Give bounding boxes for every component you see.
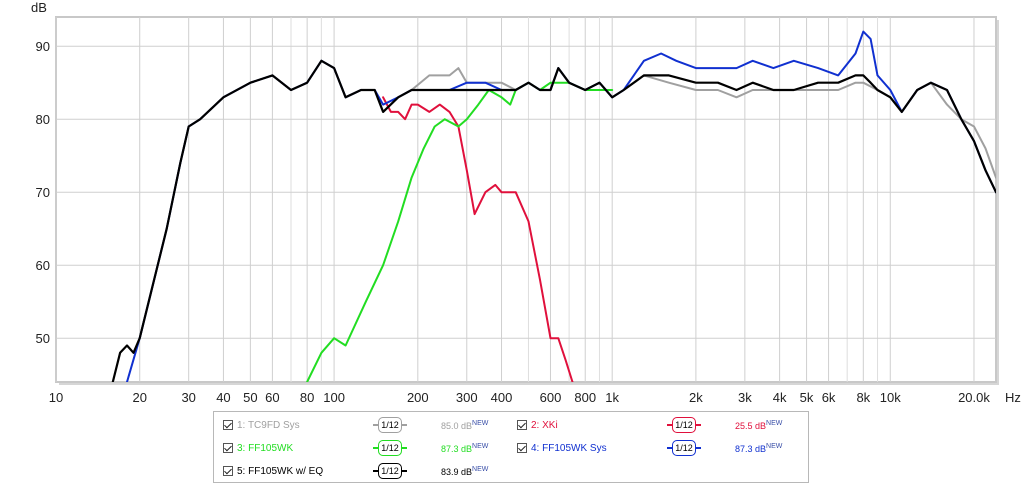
x-tick-label: 4k bbox=[773, 390, 787, 405]
legend-item-xki[interactable]: 2: XKi bbox=[517, 416, 558, 434]
x-tick-label: 1k bbox=[605, 390, 619, 405]
smoothing-label: 1/12 bbox=[378, 417, 402, 433]
x-tick-label: 60 bbox=[265, 390, 279, 405]
x-tick-label: 40 bbox=[216, 390, 230, 405]
x-tick-label: 200 bbox=[407, 390, 429, 405]
x-tick-label: 5k bbox=[800, 390, 814, 405]
x-tick-label: 50 bbox=[243, 390, 257, 405]
y-tick-label: 70 bbox=[36, 185, 50, 200]
smoothing-label: 1/12 bbox=[672, 440, 696, 456]
smoothing-bar bbox=[373, 424, 379, 426]
x-tick-label: 3k bbox=[738, 390, 752, 405]
smoothing-bar bbox=[667, 447, 673, 449]
x-tick-label: 30 bbox=[181, 390, 195, 405]
new-tag: NEW bbox=[472, 420, 489, 427]
level-value: 83.9 dB bbox=[441, 467, 473, 477]
x-tick-label: 300 bbox=[456, 390, 478, 405]
smoothing-bar bbox=[401, 424, 407, 426]
new-tag: NEW bbox=[766, 443, 783, 450]
x-tick-label: 20.0k bbox=[958, 390, 990, 405]
smoothing-label: 1/12 bbox=[672, 417, 696, 433]
legend-item-tc9fd-sys[interactable]: 1: TC9FD Sys bbox=[223, 416, 300, 434]
smoothing-bar bbox=[695, 447, 701, 449]
x-tick-label: 2k bbox=[689, 390, 703, 405]
x-axis-unit: Hz bbox=[1005, 390, 1021, 405]
series-line-3 bbox=[306, 81, 614, 382]
legend-item-ff105wk-eq[interactable]: 5: FF105WK w/ EQ bbox=[223, 462, 323, 480]
y-tick-label: 60 bbox=[36, 258, 50, 273]
frequency-response-chart: 50 60 70 80 90 10 20 30 40 50 60 80 100 200 300 400 600 8… bbox=[31, 0, 1021, 405]
y-tick-label: 50 bbox=[36, 331, 50, 346]
legend-checkbox[interactable] bbox=[517, 443, 527, 453]
legend-level: 25.5 dBNEW bbox=[735, 420, 782, 431]
x-tick-label: 400 bbox=[491, 390, 513, 405]
smoothing-button[interactable]: 1/12 bbox=[373, 463, 407, 479]
smoothing-label: 1/12 bbox=[378, 463, 402, 479]
smoothing-bar bbox=[401, 447, 407, 449]
x-tick-label: 100 bbox=[323, 390, 345, 405]
legend-item-ff105wk[interactable]: 3: FF105WK bbox=[223, 439, 293, 457]
legend-panel: 1: TC9FD Sys 1/12 85.0 dBNEW 2: XKi 1/12… bbox=[213, 411, 809, 483]
smoothing-bar bbox=[373, 470, 379, 472]
x-tick-label: 20 bbox=[132, 390, 146, 405]
legend-checkbox[interactable] bbox=[223, 420, 233, 430]
level-value: 87.3 dB bbox=[441, 444, 473, 454]
x-tick-label: 10k bbox=[880, 390, 901, 405]
legend-level: 85.0 dBNEW bbox=[441, 420, 488, 431]
smoothing-label: 1/12 bbox=[378, 440, 402, 456]
level-value: 85.0 dB bbox=[441, 421, 473, 431]
x-tick-label: 10 bbox=[49, 390, 63, 405]
x-tick-label: 6k bbox=[822, 390, 836, 405]
new-tag: NEW bbox=[472, 443, 489, 450]
x-tick-label: 600 bbox=[540, 390, 562, 405]
level-value: 25.5 dB bbox=[735, 421, 767, 431]
legend-label: 2: XKi bbox=[531, 419, 558, 431]
new-tag: NEW bbox=[766, 420, 783, 427]
legend-level: 83.9 dBNEW bbox=[441, 466, 488, 477]
legend-level: 87.3 dBNEW bbox=[735, 443, 782, 454]
x-tick-label: 8k bbox=[856, 390, 870, 405]
y-tick-label: 90 bbox=[36, 39, 50, 54]
smoothing-bar bbox=[695, 424, 701, 426]
legend-label: 4: FF105WK Sys bbox=[531, 442, 607, 454]
legend-checkbox[interactable] bbox=[223, 466, 233, 476]
smoothing-button[interactable]: 1/12 bbox=[373, 417, 407, 433]
series-line-5 bbox=[111, 59, 996, 382]
smoothing-bar bbox=[401, 470, 407, 472]
legend-label: 3: FF105WK bbox=[237, 442, 294, 454]
y-tick-label: 80 bbox=[36, 112, 50, 127]
x-tick-label: 800 bbox=[574, 390, 596, 405]
smoothing-bar bbox=[667, 424, 673, 426]
smoothing-button[interactable]: 1/12 bbox=[667, 440, 701, 456]
legend-checkbox[interactable] bbox=[517, 420, 527, 430]
smoothing-button[interactable]: 1/12 bbox=[373, 440, 407, 456]
new-tag: NEW bbox=[472, 466, 489, 473]
x-tick-label: 80 bbox=[300, 390, 314, 405]
y-axis-label: dB bbox=[31, 0, 47, 15]
legend-item-ff105wk-sys[interactable]: 4: FF105WK Sys bbox=[517, 439, 607, 457]
legend-label: 5: FF105WK w/ EQ bbox=[237, 465, 324, 477]
smoothing-bar bbox=[373, 447, 379, 449]
series-line-2 bbox=[382, 96, 574, 382]
smoothing-button[interactable]: 1/12 bbox=[667, 417, 701, 433]
legend-label: 1: TC9FD Sys bbox=[237, 419, 300, 431]
plot-area bbox=[55, 16, 997, 383]
legend-checkbox[interactable] bbox=[223, 443, 233, 453]
legend-level: 87.3 dBNEW bbox=[441, 443, 488, 454]
level-value: 87.3 dB bbox=[735, 444, 767, 454]
